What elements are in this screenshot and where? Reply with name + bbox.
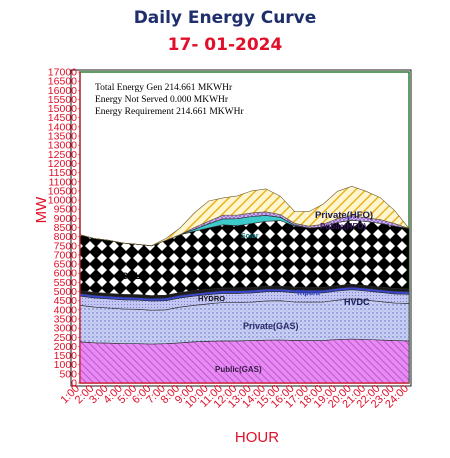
y-tick-label: 2500 bbox=[54, 332, 78, 344]
y-tick-label: 7000 bbox=[54, 249, 78, 261]
y-tick-label: 3000 bbox=[54, 323, 78, 335]
y-tick-label: 13500 bbox=[48, 131, 77, 143]
y-axis-label: MW bbox=[33, 196, 50, 223]
label-hydro: HYDRO bbox=[198, 294, 225, 303]
label-public-gas: Public(GAS) bbox=[215, 365, 262, 374]
y-tick-label: 4500 bbox=[54, 295, 78, 307]
x-axis-label: HOUR bbox=[235, 429, 279, 446]
label-private-gas: Private(GAS) bbox=[243, 321, 299, 331]
y-tick-label: 6500 bbox=[54, 259, 78, 271]
y-tick-label: 17000 bbox=[48, 67, 77, 79]
y-tick-label: 7500 bbox=[54, 240, 78, 252]
y-tick-label: 0 bbox=[71, 378, 77, 390]
area-public-gas bbox=[79, 338, 410, 384]
y-tick-label: 16500 bbox=[48, 76, 77, 88]
chart-date: 17- 01-2024 bbox=[167, 35, 283, 55]
y-tick-label: 500 bbox=[59, 368, 77, 380]
label-solar: Solar bbox=[241, 233, 259, 240]
y-tick-label: 10000 bbox=[48, 195, 77, 207]
chart-frame bbox=[70, 69, 412, 387]
chart-title: Daily Energy Curve bbox=[133, 8, 317, 28]
y-tick-label: 16000 bbox=[48, 85, 77, 97]
series-labels: Public(GAS) Private(GAS) HVDC Tripura HY… bbox=[115, 210, 373, 374]
y-tick-label: 9500 bbox=[54, 204, 78, 216]
y-tick-label: 8500 bbox=[54, 222, 78, 234]
stacked-areas bbox=[79, 185, 410, 384]
y-tick-label: 14500 bbox=[48, 112, 77, 124]
label-hvdc: HVDC bbox=[344, 297, 370, 307]
x-axis-ticks: 1:002:003:004:005:006:007:008:009:0010:0… bbox=[58, 383, 411, 411]
label-private-hfo: Private(HFO) bbox=[315, 210, 373, 221]
y-tick-label: 2000 bbox=[54, 341, 78, 353]
y-tick-label: 13000 bbox=[48, 140, 77, 152]
y-tick-label: 10500 bbox=[48, 185, 77, 197]
y-axis-ticks: 0500100015002000250030003500400045005000… bbox=[48, 67, 80, 390]
area-private-hfo bbox=[79, 185, 410, 247]
y-tick-label: 11000 bbox=[49, 176, 78, 188]
y-tick-label: 1500 bbox=[54, 350, 78, 362]
y-tick-label: 6000 bbox=[54, 268, 78, 280]
y-tick-label: 5000 bbox=[54, 286, 78, 298]
y-tick-label: 5500 bbox=[54, 277, 78, 289]
y-tick-label: 3500 bbox=[54, 314, 78, 326]
y-tick-label: 15000 bbox=[48, 103, 77, 115]
summary-total-gen: Total Energy Gen 214.661 MKWHr bbox=[95, 83, 233, 93]
summary-requirement: Energy Requirement 214.661 MKWHr bbox=[95, 107, 244, 117]
label-coal: COAL bbox=[115, 271, 141, 281]
y-tick-label: 12000 bbox=[48, 158, 77, 170]
y-tick-label: 4000 bbox=[54, 304, 78, 316]
y-tick-label: 14000 bbox=[48, 121, 77, 133]
label-tripura: Tripura bbox=[296, 290, 320, 297]
y-tick-label: 15500 bbox=[48, 94, 77, 106]
y-tick-label: 8000 bbox=[54, 231, 78, 243]
y-tick-label: 9000 bbox=[54, 213, 78, 225]
y-tick-label: 1000 bbox=[54, 359, 78, 371]
label-public-hfo: Public(HFO) bbox=[320, 222, 367, 231]
summary-box: Total Energy Gen 214.661 MKWHr Energy No… bbox=[95, 83, 244, 117]
y-tick-label: 12500 bbox=[48, 149, 77, 161]
y-tick-label: 11500 bbox=[49, 167, 78, 179]
summary-not-served: Energy Not Served 0.000 MKWHr bbox=[95, 95, 229, 105]
